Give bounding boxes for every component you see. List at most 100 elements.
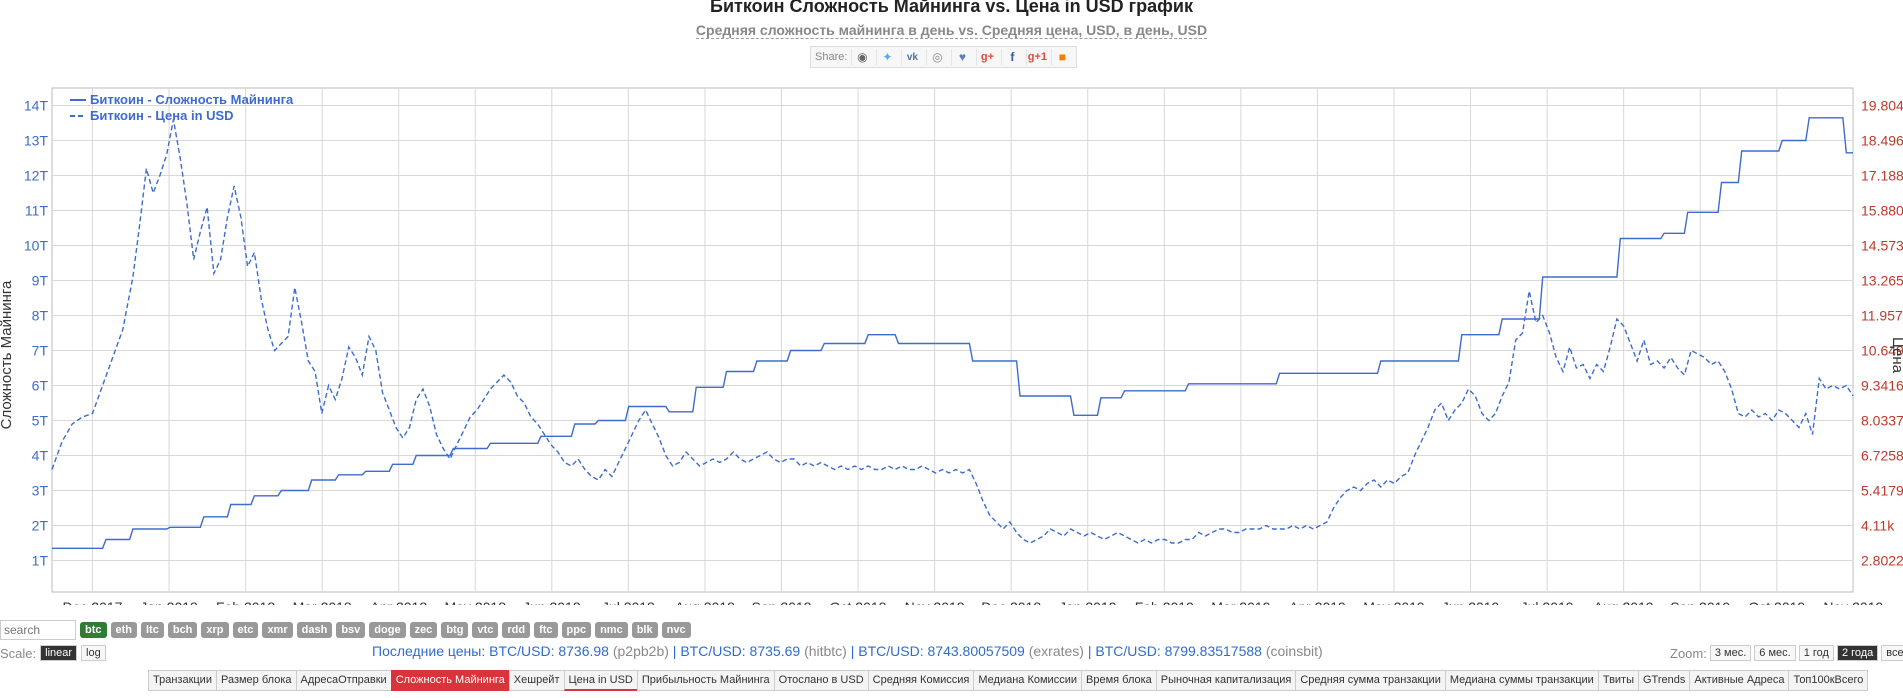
tab-item[interactable]: Время блока [1081, 670, 1157, 691]
x-tick-label: Feb 2019 [1135, 599, 1194, 605]
x-tick-label: Jun 2018 [523, 599, 581, 605]
right-tick-label: 4.11k [1861, 518, 1895, 534]
price-link[interactable]: BTC/USD: 8736.98 [489, 643, 609, 659]
right-tick-label: 17.188k [1861, 168, 1903, 184]
share-bar: Share: ◉ ✦ vk ◎ ♥ g+ f g+1 ■ [810, 46, 1078, 68]
legend-item-difficulty[interactable]: Биткоин - Сложность Майнинга [90, 92, 294, 107]
left-tick-label: 1T [32, 553, 49, 569]
tab-item[interactable]: Средняя Комиссия [867, 670, 975, 691]
right-tick-label: 6.7258k [1861, 448, 1903, 464]
x-tick-label: Jul 2019 [1521, 599, 1574, 605]
chart-subtitle: Средняя сложность майнинга в день vs. Ср… [695, 22, 1208, 39]
x-tick-label: Jan 2018 [140, 599, 198, 605]
zoom-3m-button[interactable]: 3 мес. [1709, 645, 1752, 661]
tab-item[interactable]: Транзакции [148, 670, 217, 691]
price-link[interactable]: BTC/USD: 8743.80057509 [858, 643, 1025, 659]
tab-item[interactable]: Рыночная капитализация [1155, 670, 1297, 691]
gplus-one-icon[interactable]: g+1 [1026, 49, 1048, 65]
tab-item[interactable]: Хешрейт [508, 670, 565, 691]
coin-button-rdd[interactable]: rdd [502, 622, 531, 638]
tab-item[interactable]: АдресаОтправки [295, 670, 392, 691]
tab-item[interactable]: Твиты [1597, 670, 1639, 691]
scale-selector: Scale: linear log [0, 645, 106, 661]
tab-item[interactable]: Медиана Комиссии [973, 670, 1082, 691]
right-tick-label: 18.496k [1861, 133, 1903, 149]
x-tick-label: Dec 2017 [63, 599, 123, 605]
chart-canvas: 1T 2T 3T 4T 5T 6T 7T 8T 9T 10T 11T 12T 13T 14T 2.8022… [0, 87, 1903, 605]
right-tick-label: 19.804k [1861, 98, 1903, 114]
tab-item[interactable]: Активные Адреса [1689, 670, 1790, 691]
price-link[interactable]: BTC/USD: 8799.83517588 [1095, 643, 1262, 659]
left-tick-label: 7T [32, 343, 49, 359]
coin-button-eth[interactable]: eth [110, 622, 137, 638]
right-axis-ticks: 2.8022k 4.11k 5.4179k 6.7258k 8.0337k 9.3416k… [1861, 98, 1903, 569]
right-tick-label: 15.880k [1861, 203, 1903, 219]
zoom-all-button[interactable]: все время [1881, 645, 1903, 661]
right-tick-label: 8.0337k [1861, 413, 1903, 429]
vk-icon[interactable]: vk [901, 49, 922, 65]
coin-button-xmr[interactable]: xmr [262, 622, 293, 638]
coin-button-nmc[interactable]: nmc [595, 622, 628, 638]
search-input[interactable] [0, 620, 76, 640]
left-tick-label: 8T [32, 308, 49, 324]
x-tick-label: Feb 2018 [216, 599, 275, 605]
coin-button-bsv[interactable]: bsv [336, 622, 366, 638]
blogger-icon[interactable]: ■ [1051, 49, 1072, 65]
coin-button-blk[interactable]: blk [631, 622, 658, 638]
left-tick-label: 9T [32, 273, 49, 289]
tab-item[interactable]: Прибыльность Майнинга [636, 670, 775, 691]
left-tick-label: 3T [32, 483, 49, 499]
coin-button-nvc[interactable]: nvc [661, 622, 691, 638]
scale-log-button[interactable]: log [81, 645, 106, 661]
left-tick-label: 2T [32, 518, 49, 534]
coin-button-btc[interactable]: btc [80, 622, 107, 638]
x-tick-label: Dec 2018 [981, 599, 1041, 605]
coin-button-xrp[interactable]: xrp [201, 622, 229, 638]
twitter-icon[interactable]: ✦ [876, 49, 897, 65]
x-tick-label: Nov 2019 [1823, 599, 1883, 605]
right-tick-label: 14.573k [1861, 238, 1903, 254]
coin-button-ltc[interactable]: ltc [141, 622, 164, 638]
x-tick-label: Aug 2018 [675, 599, 735, 605]
price-link[interactable]: BTC/USD: 8735.69 [680, 643, 801, 659]
scale-linear-button[interactable]: linear [40, 645, 78, 661]
tab-item[interactable]: Цена in USD [563, 670, 638, 691]
left-tick-label: 13T [24, 133, 49, 149]
reddit-icon[interactable]: ◉ [851, 49, 872, 65]
coin-button-doge[interactable]: doge [369, 622, 406, 638]
legend-item-price[interactable]: Биткоин - Цена in USD [90, 108, 234, 123]
series-lines [51, 117, 1854, 549]
tab-item[interactable]: GTrends [1638, 670, 1691, 691]
prices-label: Последние цены: [372, 643, 486, 659]
coin-button-ppc[interactable]: ppc [561, 622, 592, 638]
tab-item[interactable]: Топ100кВсего [1788, 670, 1869, 691]
facebook-icon[interactable]: f [1001, 49, 1022, 65]
tab-item[interactable]: Средняя сумма транзакции [1295, 670, 1446, 691]
tab-item[interactable]: Сложность Майнинга [390, 670, 510, 691]
coin-button-etc[interactable]: etc [232, 622, 259, 638]
zoom-2y-button[interactable]: 2 года [1836, 645, 1879, 661]
right-tick-label: 2.8022k [1861, 553, 1903, 569]
weibo-icon[interactable]: ◎ [926, 49, 947, 65]
zoom-6m-button[interactable]: 6 мес. [1754, 645, 1796, 661]
coin-button-ftc[interactable]: ftc [534, 622, 558, 638]
x-tick-label: Apr 2018 [370, 599, 427, 605]
x-tick-label: Aug 2019 [1594, 599, 1654, 605]
tab-item[interactable]: Отослано в USD [773, 670, 869, 691]
latest-prices: Последние цены: BTC/USD: 8736.98 (p2pb2b… [372, 643, 1323, 659]
right-tick-label: 13.265k [1861, 273, 1903, 289]
coin-button-zec[interactable]: zec [409, 622, 438, 638]
tab-item[interactable]: Медиана суммы транзакции [1444, 670, 1599, 691]
coin-button-dash[interactable]: dash [296, 622, 333, 638]
like-icon[interactable]: ♥ [951, 49, 972, 65]
right-tick-label: 9.3416k [1861, 378, 1903, 394]
coin-button-btg[interactable]: btg [441, 622, 469, 638]
tab-item[interactable]: Размер блока [215, 670, 297, 691]
zoom-1y-button[interactable]: 1 год [1798, 645, 1834, 661]
coin-button-vtc[interactable]: vtc [472, 622, 499, 638]
left-tick-label: 5T [32, 413, 49, 429]
coin-button-bch[interactable]: bch [167, 622, 198, 638]
googleplus-icon[interactable]: g+ [976, 49, 997, 65]
grid [51, 87, 1854, 593]
coin-list: btc eth ltc bch xrp etc xmr dash bsv doge zec btg vt… [80, 622, 691, 638]
